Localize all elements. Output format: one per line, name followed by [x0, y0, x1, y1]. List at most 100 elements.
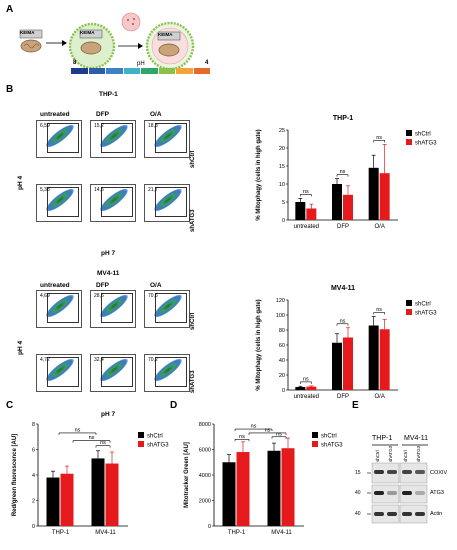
y-tick-label: 5 [282, 200, 285, 206]
sig-label: ns [340, 318, 346, 324]
y-tick-label: 2 [32, 499, 35, 505]
lane-3: shCtrl [403, 450, 408, 462]
protein-actin: Actin [430, 511, 443, 517]
y-tick-label: 20 [279, 146, 285, 152]
y-axis-ph4-2: pH 4 [17, 340, 24, 355]
col-label-untreated-2: untreated [40, 282, 70, 289]
gate-percentage: 70,6 [148, 293, 158, 299]
sig-label: ns [376, 307, 382, 313]
marker-40-1: 40 [355, 490, 361, 496]
marker-40-2: 40 [355, 511, 361, 517]
legend-label-shATG3: shATG3 [321, 443, 343, 449]
keima-label-1: KEIMA [20, 30, 35, 35]
flow-gate [155, 187, 187, 217]
y-tick-label: 20 [279, 373, 285, 379]
sig-label: ns [340, 169, 346, 175]
sig-label: ns [89, 435, 95, 441]
gate-percentage: 4,72 [40, 357, 50, 363]
y-tick-label: 0 [282, 218, 285, 224]
legend-label-shATG3: shATG3 [147, 443, 169, 449]
legend-swatch-shATG3 [312, 441, 318, 447]
thp1-flow-plot-0-2: 18,3 [144, 120, 190, 158]
flow-gate [101, 357, 133, 387]
ph-high-label: 4 [205, 60, 209, 66]
y-tick-label: 0 [32, 524, 35, 530]
lane-4: shATG3 [416, 445, 421, 462]
x-tick-label: DFP [337, 394, 349, 400]
mv411-flow-plot-0-1: 28,6 [90, 290, 136, 328]
bar-shCtrl-MV4-11 [267, 450, 281, 526]
legend-label-shCtrl: shCtrl [415, 132, 431, 138]
thp1-flow-plot-0-1: 15,2 [90, 120, 136, 158]
bar-shCtrl-THP-1 [46, 477, 60, 526]
flow-gate [47, 293, 79, 323]
keima-label-box-1 [19, 29, 43, 39]
mv411-flow-plot-1-1: 32,4 [90, 354, 136, 392]
x-tick-label: THP-1 [52, 530, 70, 536]
band-atg3-4 [415, 491, 425, 495]
band-actin-1 [374, 512, 384, 516]
bar-shCtrl-untreated [295, 387, 306, 390]
y-tick-label: 100 [276, 313, 285, 319]
band-actin-3 [402, 512, 412, 516]
red-green-chart: 0 2 4 6 8 Red/green fluorescence [AU] THP-1 MV4… [12, 422, 169, 536]
bar-shATG3-untreated [306, 386, 317, 390]
legend-label-shCtrl: shCtrl [321, 434, 337, 440]
band-actin-2 [387, 512, 397, 516]
x-axis-ph7-2: pH 7 [101, 411, 116, 418]
keima-label-3: KEIMA [158, 32, 173, 37]
arrow-icon-2 [138, 43, 143, 49]
western-blot [367, 444, 428, 524]
bar-shATG3-O/A [379, 329, 390, 390]
x-tick-label: O/A [374, 394, 384, 400]
mv411-flow-plot-0-2: 70,6 [144, 290, 190, 328]
bar-shATG3-DFP [343, 194, 353, 220]
band-atg3-2 [387, 491, 397, 495]
legend-swatch-shATG3 [406, 309, 412, 315]
sig-label: ns [265, 427, 271, 433]
gate-percentage: 21,7 [148, 187, 158, 193]
thp1-flow-plot-1-0: 5,38 [36, 184, 82, 222]
gate-percentage: 15,2 [94, 123, 104, 129]
band-coxiv-4 [415, 470, 425, 474]
thp1-flow-title: THP-1 [99, 91, 118, 98]
thp1-mitophagy-chart: 0 5 10 15 20 25 % Mitophagy (cells in high gat… [256, 115, 437, 230]
blot-cellline-2: MV4-11 [404, 435, 428, 442]
ph-scale-segment-4 [141, 68, 158, 74]
row-label-shatg3-2: shATG3 [190, 370, 196, 393]
gate-percentage: 32,4 [94, 357, 104, 363]
sig-label: ns [303, 189, 309, 195]
panel-c-letter: C [6, 400, 14, 411]
bar-shATG3-O/A [379, 173, 390, 220]
y-axis-title: % Mitophagy (cells in high gate) [256, 129, 262, 220]
sig-label: ns [239, 434, 245, 440]
flow-gate [101, 293, 133, 323]
legend-swatch-shCtrl [312, 432, 318, 438]
legend-swatch-shATG3 [406, 139, 412, 145]
legend-swatch-shATG3 [138, 441, 144, 447]
x-tick-label: O/A [374, 224, 384, 230]
mv411-flow-plot-1-0: 4,72 [36, 354, 82, 392]
gate-percentage: 5,38 [40, 187, 50, 193]
bar-shCtrl-DFP [332, 184, 342, 220]
bar-shATG3-untreated [306, 208, 317, 220]
sig-label: ns [100, 440, 106, 446]
col-label-dfp: DFP [96, 111, 109, 118]
legend-swatch-shCtrl [138, 432, 144, 438]
legend-label-shATG3: shATG3 [415, 141, 437, 147]
lane-1: shCtrl [375, 450, 380, 462]
panel-d-letter: D [170, 400, 178, 411]
keima-schematic [19, 12, 195, 71]
band-actin-4 [415, 512, 425, 516]
bar-shATG3-MV4-11 [105, 463, 119, 526]
mv411-flow-title: MV4-11 [97, 270, 120, 277]
flow-gate [155, 123, 187, 153]
col-label-untreated: untreated [40, 111, 70, 118]
gate-percentage: 18,3 [148, 123, 158, 129]
blot-cellline-1: THP-1 [372, 435, 393, 442]
gate-percentage: 6,59 [40, 123, 50, 129]
marker-15: 15 [355, 470, 361, 476]
row-label-shatg3: shATG3 [190, 209, 196, 232]
thp1-flow-plot-1-2: 21,7 [144, 184, 190, 222]
band-atg3-3 [402, 491, 412, 495]
